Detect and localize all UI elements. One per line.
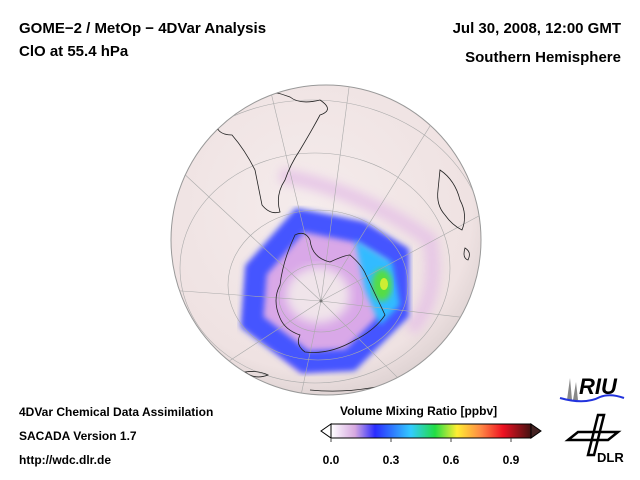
dlr-logo: [564, 413, 622, 457]
colorbar-tick: 0.0: [322, 453, 340, 467]
footer-assimilation: 4DVar Chemical Data Assimilation: [19, 405, 214, 419]
footer-version: SACADA Version 1.7: [19, 429, 137, 443]
colorbar-tick: 0.9: [502, 453, 520, 467]
globe: [170, 84, 482, 396]
footer-url[interactable]: http://wdc.dlr.de: [19, 453, 111, 467]
colorbar-tick: 0.3: [382, 453, 400, 467]
graticule: [171, 85, 481, 395]
colorbar-title: Volume Mixing Ratio [ppbv]: [340, 404, 498, 418]
riu-logo: [559, 378, 625, 403]
region: Southern Hemisphere: [465, 49, 621, 66]
colorbar-tick: 0.6: [442, 453, 460, 467]
species-level: ClO at 55.4 hPa: [19, 43, 129, 60]
clo-field: [240, 168, 440, 374]
map-title: GOME−2 / MetOp − 4DVar Analysis: [19, 20, 267, 37]
coastlines: [213, 89, 470, 392]
datetime: Jul 30, 2008, 12:00 GMT: [452, 20, 621, 37]
riu-logo-text: RIU: [579, 374, 617, 399]
dlr-logo-text: DLR: [597, 450, 624, 465]
colorbar: [320, 423, 542, 442]
